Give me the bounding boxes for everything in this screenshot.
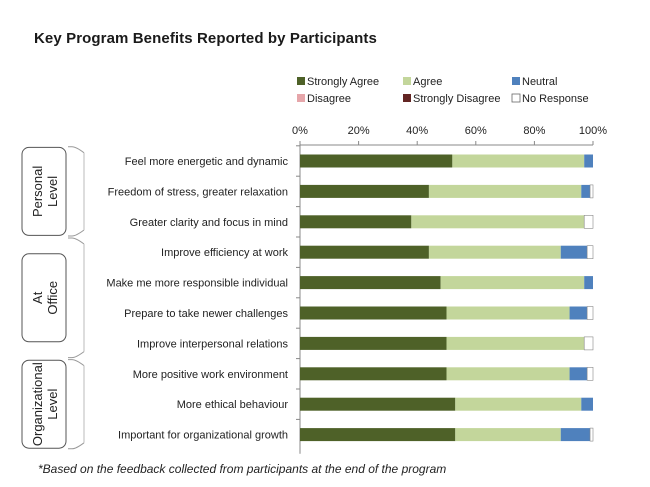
bar-segment-strongly-agree (300, 276, 441, 290)
bars (300, 154, 594, 442)
x-tick-label: 20% (348, 125, 370, 137)
bar-segment-strongly-agree (300, 397, 456, 411)
group-brace (68, 442, 85, 450)
bar-segment-agree (446, 367, 570, 381)
bar-segment-agree (428, 184, 582, 198)
bar-segment-strongly-agree (300, 367, 447, 381)
bar-segment-agree (446, 306, 570, 320)
x-axis: 0% 20% 40% 60% 80% 100% (292, 125, 607, 454)
legend-label: Neutral (522, 76, 557, 88)
group-label-box (21, 253, 67, 343)
x-tick-label: 0% (292, 125, 308, 137)
bar-segment-no-response (586, 366, 594, 381)
bar-segment-agree (452, 154, 585, 168)
bar-segment-no-response (589, 184, 594, 199)
category-label: Freedom of stress, greater relaxation (108, 186, 288, 198)
group-label-line: Organizational (30, 362, 45, 446)
bar-segment-agree (428, 245, 561, 259)
group-label-line: At (30, 291, 45, 304)
category-label: Improve interpersonal relations (137, 338, 289, 350)
bar-segment-no-response (586, 245, 594, 259)
bar-segment-strongly-agree (300, 336, 447, 350)
legend-label: Strongly Disagree (413, 93, 500, 105)
category-label: Important for organizational growth (118, 430, 288, 442)
bar-segment-strongly-agree (300, 154, 453, 168)
legend-swatch (511, 93, 521, 103)
category-label: More positive work environment (133, 369, 288, 381)
bar-segment-agree (411, 215, 585, 229)
x-tick-label: 40% (406, 125, 428, 137)
bar-segment-strongly-agree (300, 215, 412, 229)
category-label: Prepare to take newer challenges (124, 308, 288, 320)
group-brace (68, 229, 85, 237)
category-labels: Feel more energetic and dynamic Freedom o… (106, 145, 300, 442)
group-brace (68, 146, 85, 154)
bar-segment-neutral (569, 367, 588, 381)
legend-swatch (297, 94, 305, 102)
group-label-line: Level (45, 389, 60, 420)
legend-label: Disagree (307, 93, 351, 105)
bar-segment-neutral (581, 184, 591, 198)
bar-segment-strongly-agree (300, 245, 429, 259)
legend-swatch (403, 94, 411, 102)
legend-label: No Response (522, 93, 589, 105)
bar-segment-strongly-agree (300, 306, 447, 320)
category-label: Make me more responsible individual (106, 278, 288, 290)
group-brace (68, 351, 85, 359)
group-brace (68, 237, 85, 245)
bar-segment-neutral (560, 245, 588, 259)
group-label-line: Personal (30, 166, 45, 217)
bar-segment-agree (440, 276, 585, 290)
bar-segment-neutral (581, 397, 593, 411)
group-label: AtOffice (30, 281, 60, 315)
footnote: *Based on the feedback collected from pa… (38, 462, 447, 476)
category-label: More ethical behaviour (177, 399, 289, 411)
x-tick-label: 80% (523, 125, 545, 137)
bar-segment-no-response (586, 306, 594, 320)
legend-swatch (403, 77, 411, 85)
legend-label: Agree (413, 76, 442, 88)
bar-segment-no-response (583, 336, 594, 351)
legend-swatch (297, 77, 305, 85)
group-label-line: Office (45, 281, 60, 315)
legend-label: Strongly Agree (307, 76, 379, 88)
bar-segment-neutral (584, 154, 593, 168)
legend: Strongly Agree Agree Neutral Disagree Strong… (297, 76, 589, 105)
bar-segment-agree (455, 428, 561, 442)
x-tick-label: 100% (579, 125, 607, 137)
bar-segment-agree (446, 336, 585, 350)
bar-segment-strongly-agree (300, 428, 456, 442)
x-tick-label: 60% (465, 125, 487, 137)
bar-segment-strongly-agree (300, 184, 429, 198)
group-label: OrganizationalLevel (30, 362, 60, 446)
category-label: Feel more energetic and dynamic (125, 156, 289, 168)
legend-swatch (512, 77, 520, 85)
category-label: Improve efficiency at work (161, 247, 288, 259)
chart-title: Key Program Benefits Reported by Partici… (34, 30, 377, 47)
bar-segment-neutral (560, 428, 591, 442)
group-label-box (21, 146, 67, 236)
group-label: PersonalLevel (30, 166, 60, 217)
category-label: Greater clarity and focus in mind (130, 217, 288, 229)
bar-segment-no-response (583, 215, 594, 229)
group-label-line: Level (45, 176, 60, 207)
bar-segment-agree (455, 397, 582, 411)
bar-segment-neutral (584, 276, 593, 290)
group-label-box (21, 359, 67, 449)
bar-segment-neutral (569, 306, 588, 320)
bar-segment-no-response (589, 427, 594, 442)
group-brace (68, 359, 85, 367)
